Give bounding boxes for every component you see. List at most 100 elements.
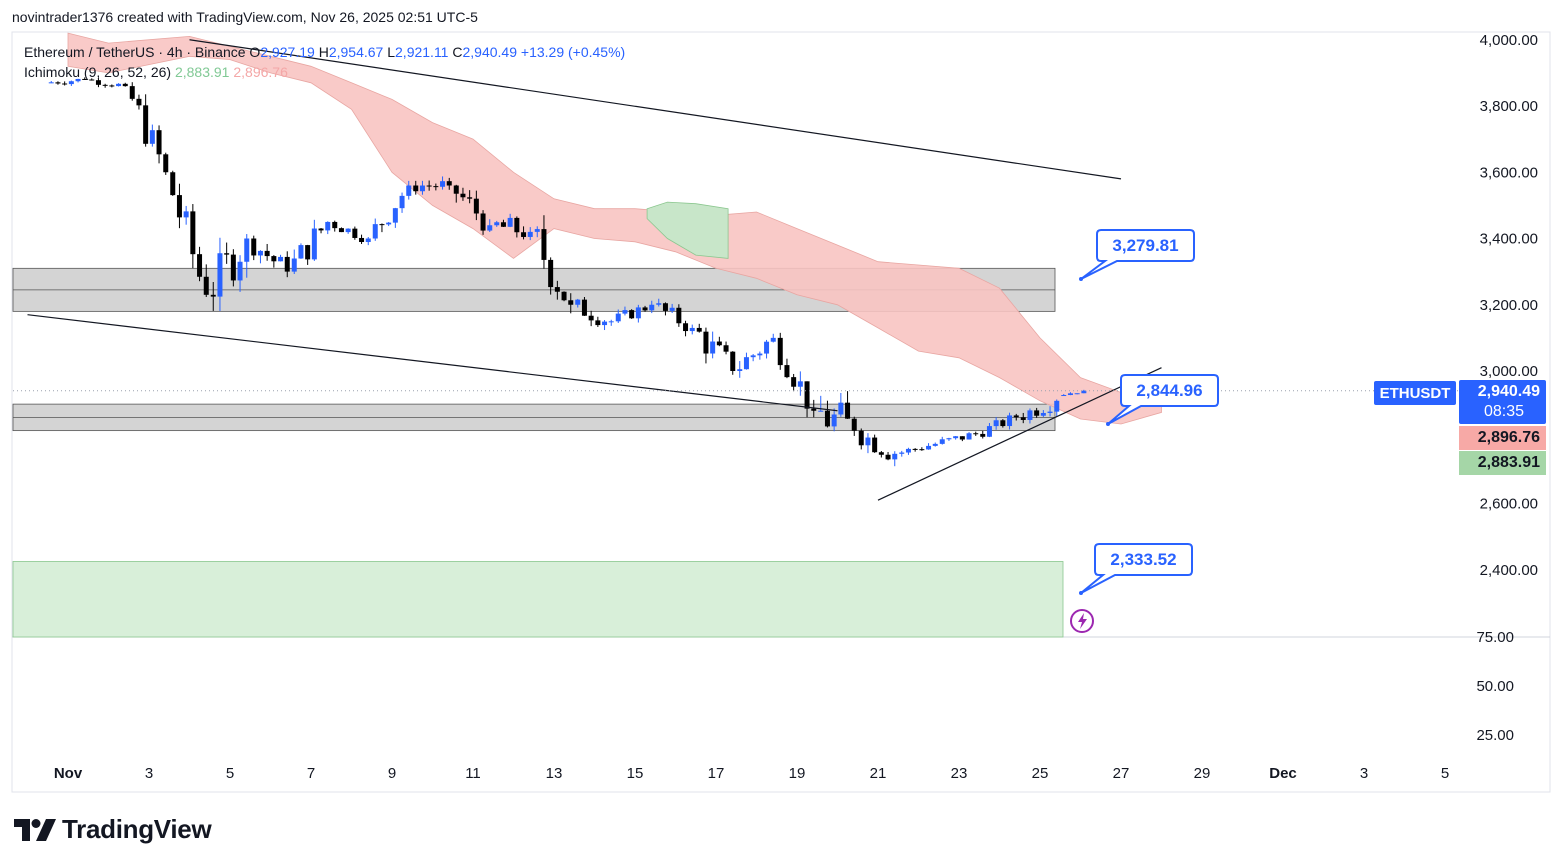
candle[interactable] <box>824 410 830 427</box>
candle[interactable] <box>494 222 500 226</box>
candle[interactable] <box>426 185 432 187</box>
candle[interactable] <box>615 313 621 322</box>
candle[interactable] <box>325 221 331 231</box>
candle[interactable] <box>406 185 412 196</box>
candle[interactable] <box>487 225 493 231</box>
candle[interactable] <box>581 299 587 316</box>
candle[interactable] <box>723 345 729 352</box>
candle[interactable] <box>136 98 142 106</box>
candle[interactable] <box>244 238 250 262</box>
brand-logo[interactable]: TradingView <box>14 814 212 845</box>
candle[interactable] <box>291 258 297 272</box>
candle[interactable] <box>966 433 972 440</box>
candle[interactable] <box>622 310 628 314</box>
candle[interactable] <box>993 420 999 427</box>
chart-legend-indicator[interactable]: Ichimoku (9, 26, 52, 26) 2,883.91 2,896.… <box>24 64 288 80</box>
candle[interactable] <box>453 185 459 194</box>
candle[interactable] <box>662 303 668 311</box>
candle[interactable] <box>203 276 209 295</box>
candle[interactable] <box>480 213 486 231</box>
candle[interactable] <box>851 418 857 431</box>
candle[interactable] <box>696 327 702 332</box>
candle[interactable] <box>338 228 344 233</box>
candle[interactable] <box>946 438 952 440</box>
candle[interactable] <box>595 320 601 326</box>
candle[interactable] <box>230 254 236 281</box>
candle[interactable] <box>305 245 311 260</box>
price-callout-1[interactable]: 3,279.81 <box>1079 229 1195 281</box>
candle[interactable] <box>399 195 405 209</box>
candle[interactable] <box>939 439 945 444</box>
candle[interactable] <box>872 437 878 453</box>
candle[interactable] <box>500 222 506 227</box>
candle[interactable] <box>818 410 824 412</box>
candle[interactable] <box>149 130 155 144</box>
candle[interactable] <box>953 436 959 439</box>
candle[interactable] <box>811 408 817 411</box>
candle[interactable] <box>55 82 61 84</box>
candle[interactable] <box>392 208 398 223</box>
candle[interactable] <box>82 78 88 80</box>
candle[interactable] <box>1020 417 1026 420</box>
trendline-2[interactable] <box>27 314 838 412</box>
candle[interactable] <box>899 452 905 454</box>
candle[interactable] <box>669 307 675 311</box>
candle[interactable] <box>959 436 965 440</box>
candle[interactable] <box>973 433 979 435</box>
candle[interactable] <box>1047 411 1053 413</box>
candle[interactable] <box>129 86 135 99</box>
candle[interactable] <box>75 78 81 82</box>
candle[interactable] <box>561 291 567 301</box>
candle[interactable] <box>1007 415 1013 427</box>
candle[interactable] <box>635 307 641 319</box>
candle[interactable] <box>473 198 479 214</box>
candle[interactable] <box>683 323 689 332</box>
candle[interactable] <box>197 254 203 277</box>
candle[interactable] <box>1054 400 1060 412</box>
candle[interactable] <box>419 185 425 192</box>
candle[interactable] <box>122 83 128 87</box>
trendline-3[interactable] <box>877 367 1162 501</box>
price-callout-3[interactable]: 2,333.52 <box>1079 543 1193 595</box>
candle[interactable] <box>750 355 756 358</box>
candle[interactable] <box>831 414 837 427</box>
candle[interactable] <box>804 381 810 409</box>
candle[interactable] <box>527 231 533 237</box>
candle[interactable] <box>217 253 223 297</box>
price-callout-2[interactable]: 2,844.96 <box>1106 374 1219 426</box>
candle[interactable] <box>163 154 169 173</box>
candle[interactable] <box>62 83 68 85</box>
candle[interactable] <box>797 381 803 387</box>
candle[interactable] <box>514 217 520 233</box>
candle[interactable] <box>629 310 635 319</box>
candle[interactable] <box>642 307 648 311</box>
candle[interactable] <box>845 402 851 419</box>
candle[interactable] <box>352 228 358 238</box>
candle[interactable] <box>885 454 891 460</box>
candle[interactable] <box>298 245 304 259</box>
candle[interactable] <box>413 185 419 192</box>
candle[interactable] <box>190 211 196 255</box>
candle[interactable] <box>440 181 446 187</box>
candle[interactable] <box>372 224 378 239</box>
candle[interactable] <box>433 186 439 188</box>
candle[interactable] <box>770 337 776 342</box>
candle[interactable] <box>109 85 115 87</box>
candle[interactable] <box>912 448 918 450</box>
candle[interactable] <box>892 453 898 460</box>
candle[interactable] <box>1034 410 1040 416</box>
candle[interactable] <box>284 256 290 272</box>
candle[interactable] <box>345 228 351 233</box>
lightning-marker-icon[interactable] <box>1070 609 1094 633</box>
candle[interactable] <box>1040 412 1046 416</box>
candle[interactable] <box>1061 395 1067 397</box>
candle[interactable] <box>116 83 122 87</box>
candle[interactable] <box>649 304 655 311</box>
candle[interactable] <box>575 299 581 305</box>
candle[interactable] <box>932 443 938 446</box>
candle[interactable] <box>554 287 560 292</box>
candle[interactable] <box>588 315 594 321</box>
candle[interactable] <box>68 81 74 85</box>
candle[interactable] <box>541 229 547 260</box>
